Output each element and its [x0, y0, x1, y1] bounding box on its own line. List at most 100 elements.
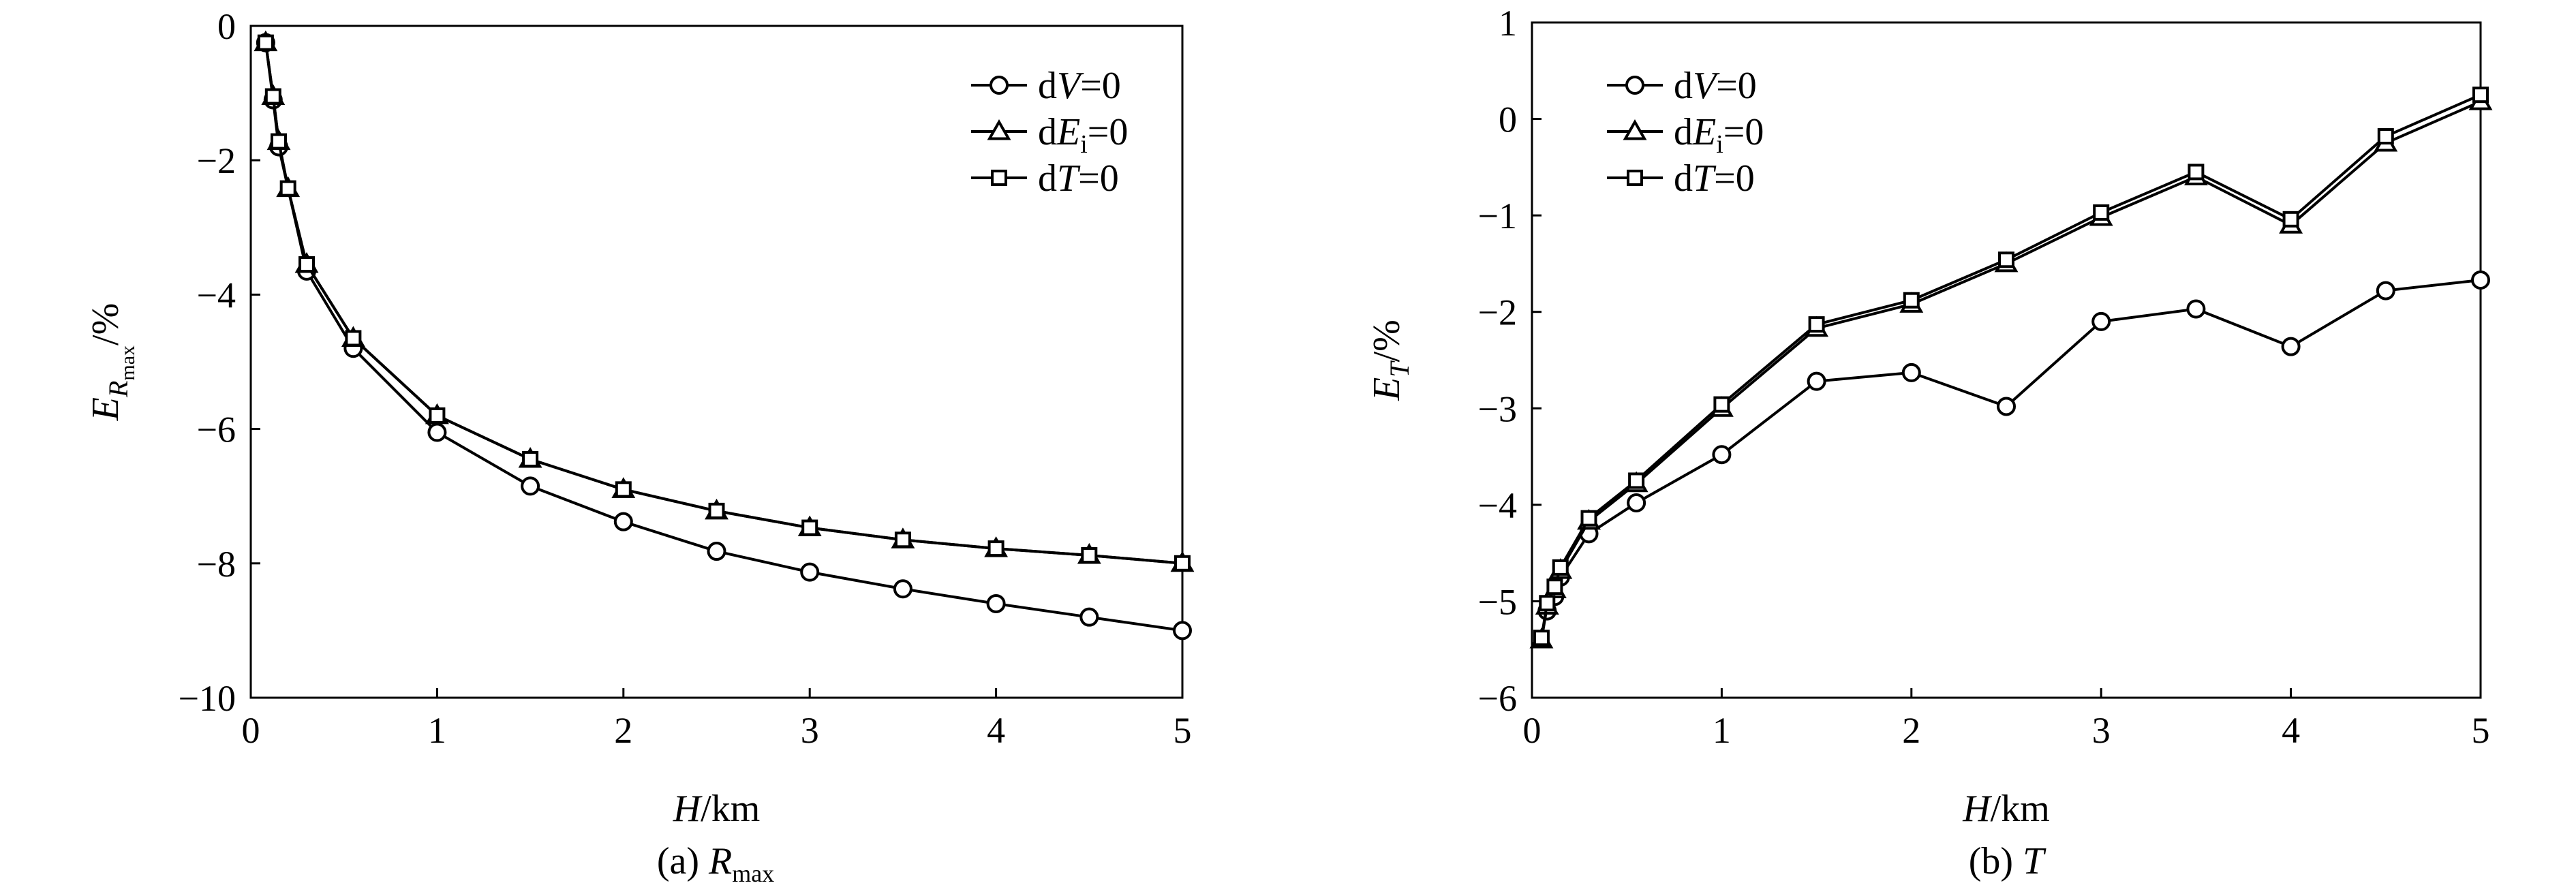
data-point: [1807, 371, 1826, 391]
x-axis-label: H/km: [1962, 788, 2050, 830]
data-point: [1174, 555, 1191, 572]
y-tick-label: −5: [1478, 581, 1517, 622]
data-point: [893, 579, 913, 599]
x-tick-label: 1: [428, 710, 446, 751]
data-point: [2471, 270, 2490, 290]
data-point: [707, 542, 726, 561]
y-tick-label: −3: [1478, 388, 1517, 429]
data-point: [801, 519, 818, 536]
data-point: [1552, 559, 1569, 576]
y-axis-label: ERmax/%: [85, 303, 139, 422]
data-point: [615, 481, 632, 498]
data-point: [1997, 397, 2016, 416]
data-point: [2188, 164, 2205, 181]
x-tick-label: 0: [1523, 710, 1542, 751]
y-tick-label: −2: [197, 140, 236, 181]
data-point: [279, 180, 296, 197]
x-tick-label: 3: [2092, 710, 2111, 751]
plot-frame: [249, 25, 1184, 699]
legend-marker: [1625, 76, 1644, 95]
data-point: [2472, 87, 2489, 104]
data-point: [894, 531, 911, 549]
data-point: [2376, 281, 2395, 300]
data-point: [2186, 299, 2206, 319]
data-point: [264, 88, 281, 105]
data-point: [1713, 396, 1730, 413]
x-tick-label: 1: [1713, 710, 1731, 751]
y-tick-label: −1: [1478, 196, 1517, 236]
plot-frame: [1531, 21, 2482, 699]
legend-marker: [1627, 170, 1643, 186]
data-point: [1808, 316, 1825, 333]
data-point: [521, 476, 540, 496]
data-point: [1081, 546, 1098, 563]
data-point: [1712, 445, 1732, 465]
series-line: [1546, 279, 2481, 612]
data-point: [427, 422, 447, 442]
data-point: [2377, 128, 2394, 145]
data-point: [1628, 472, 1645, 489]
x-axis-label: H/km: [673, 788, 761, 830]
y-tick-label: 0: [217, 6, 236, 47]
data-point: [1173, 621, 1192, 640]
x-tick-label: 4: [987, 710, 1005, 751]
y-tick-label: −6: [1478, 678, 1517, 719]
legend-marker: [1623, 119, 1647, 140]
x-tick-label: 3: [801, 710, 819, 751]
data-point: [429, 407, 446, 424]
data-point: [1546, 578, 1563, 596]
legend-marker: [991, 170, 1007, 186]
chart-caption: (a) Rmax: [657, 840, 774, 887]
chart-caption: (b) T: [1969, 840, 2046, 882]
data-point: [1580, 510, 1597, 527]
x-tick-label: 0: [242, 710, 260, 751]
y-tick-label: −6: [197, 410, 236, 450]
data-point: [800, 562, 820, 582]
legend-marker: [987, 119, 1011, 140]
legend-label: dEi=0: [1674, 111, 1764, 159]
data-point: [1998, 251, 2014, 268]
series-2: [257, 34, 1191, 572]
data-point: [2282, 211, 2299, 228]
data-point: [2091, 311, 2111, 331]
y-tick-label: 1: [1499, 3, 1517, 44]
x-tick-label: 2: [614, 710, 632, 751]
data-point: [1539, 595, 1556, 612]
legend-marker: [990, 76, 1009, 95]
legend-label: dV=0: [1674, 65, 1757, 107]
legend-label: dEi=0: [1038, 111, 1128, 159]
x-tick-label: 5: [2472, 710, 2490, 751]
data-point: [522, 450, 539, 467]
y-axis-label: ET/%: [1366, 320, 1415, 401]
chart-0: 0 1 2 3 4 5 0 −2 −4 −6 −8 −10 H/km ERmax/% (a) Rmax dV=…: [85, 6, 1195, 887]
series-2: [1533, 87, 2489, 647]
chart-1: 0 1 2 3 4 5 1 0 −1 −2 −3 −4 −5 −6 H/km ET/% (b) T dV=0dEi…: [1366, 3, 2493, 882]
y-tick-label: 0: [1499, 99, 1517, 140]
x-tick-label: 2: [1902, 710, 1920, 751]
data-point: [987, 540, 1005, 557]
data-point: [2281, 337, 2301, 356]
data-point: [2093, 204, 2110, 221]
data-point: [298, 256, 316, 273]
data-point: [271, 133, 288, 150]
data-point: [1901, 362, 1921, 382]
data-point: [1627, 493, 1646, 513]
data-point: [613, 512, 633, 531]
y-tick-label: −4: [197, 275, 236, 315]
legend-label: dT=0: [1674, 157, 1755, 200]
data-point: [1903, 292, 1920, 309]
legend-label: dV=0: [1038, 65, 1121, 107]
x-tick-label: 5: [1174, 710, 1192, 751]
data-point: [1079, 607, 1099, 627]
data-point: [1533, 630, 1550, 647]
y-tick-label: −2: [1478, 292, 1517, 333]
y-tick-label: −4: [1478, 485, 1517, 526]
legend-label: dT=0: [1038, 157, 1119, 200]
y-tick-label: −8: [197, 544, 236, 585]
data-point: [986, 593, 1006, 613]
data-point: [345, 330, 362, 347]
x-tick-label: 4: [2282, 710, 2300, 751]
